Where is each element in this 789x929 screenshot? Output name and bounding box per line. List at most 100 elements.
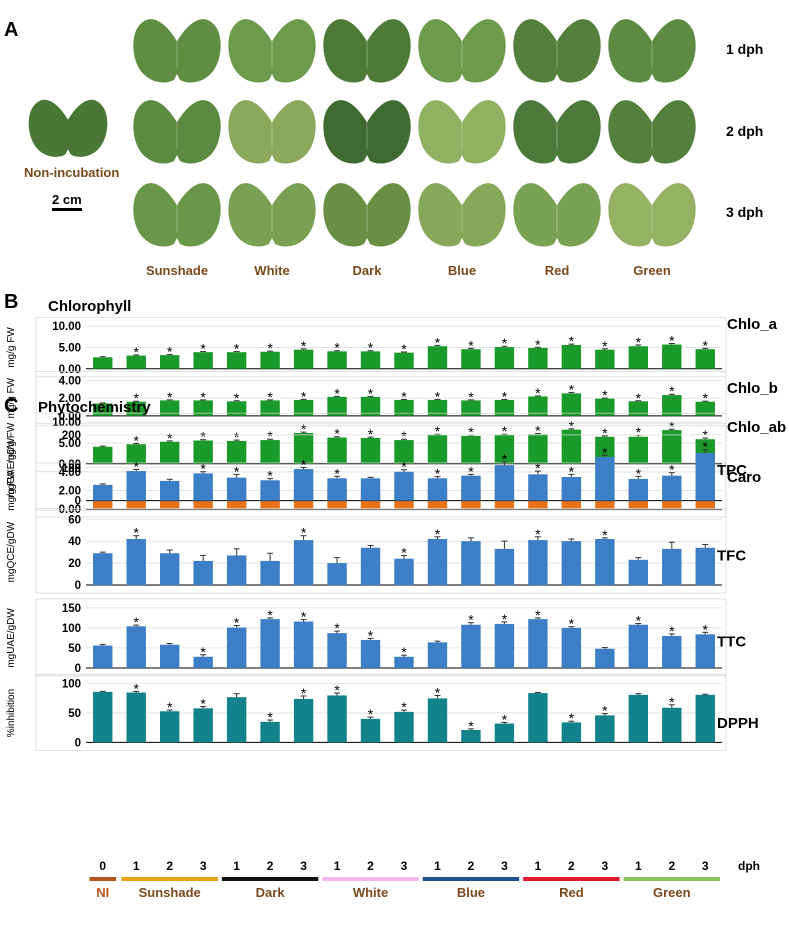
significance-star: *	[301, 609, 307, 625]
significance-star: *	[502, 611, 508, 627]
significance-star: *	[669, 694, 675, 710]
bar	[561, 476, 582, 501]
significance-star: *	[401, 341, 407, 357]
significance-star: *	[334, 620, 340, 636]
x-tick-label: 1	[133, 859, 140, 873]
nonincubation-label: Non-incubation	[24, 165, 119, 180]
significance-star: *	[267, 340, 273, 356]
bar	[427, 478, 448, 501]
bar	[595, 715, 615, 743]
significance-star: *	[468, 424, 474, 440]
group-label: Red	[559, 885, 584, 900]
bar	[193, 656, 213, 668]
y-axis-label: mg/g FW	[6, 422, 17, 463]
panel-c-letter: C	[4, 395, 18, 417]
bar	[662, 344, 682, 369]
y-tick-label: 4.00	[59, 467, 81, 479]
significance-star: *	[669, 332, 675, 348]
significance-star: *	[602, 444, 608, 460]
significance-star: *	[301, 338, 307, 354]
y-axis-label: mg/g FW	[6, 377, 17, 418]
bar	[595, 456, 615, 501]
bar	[461, 349, 481, 369]
bar	[494, 347, 515, 369]
x-tick-label: 2	[668, 859, 675, 873]
significance-star: *	[133, 390, 139, 406]
bar	[461, 435, 481, 464]
treatment-label: Sunshade	[146, 263, 208, 278]
significance-star: *	[234, 615, 240, 631]
chart-tpc: 0 100 200 mgGAE/gDW TPC * * * * * * * * * * * * * * * *	[6, 425, 747, 510]
x-tick-label: 1	[334, 859, 341, 873]
y-tick-label: 0	[75, 580, 81, 592]
bar	[360, 396, 381, 416]
bar	[394, 471, 414, 501]
significance-star: *	[167, 344, 173, 360]
group-color-bar	[422, 877, 520, 881]
bar	[461, 541, 481, 586]
phytochemistry-charts: 0 100 200 mgGAE/gDW TPC * * * * * * * * * * * * * * * * 0 20 40…	[6, 425, 759, 751]
significance-star: *	[602, 387, 608, 403]
panel-b: B Chlorophyll 0.00 5.00 10.00 mg/g FW Chlo_a…	[4, 291, 786, 518]
y-tick-label: 200	[62, 430, 81, 442]
bar	[394, 558, 414, 586]
bar	[528, 619, 548, 668]
significance-star: *	[401, 388, 407, 404]
x-tick-label: 2	[367, 859, 374, 873]
significance-star: *	[200, 429, 206, 445]
bar	[528, 693, 548, 743]
group-color-bar	[523, 877, 620, 881]
group-color-bar	[221, 877, 319, 881]
significance-star: *	[368, 426, 374, 442]
y-tick-label: 2.00	[59, 486, 81, 498]
bar	[260, 440, 280, 464]
chart-frame	[35, 371, 727, 425]
significance-star: *	[502, 451, 508, 467]
significance-star: *	[502, 335, 508, 351]
significance-star: *	[267, 389, 273, 405]
significance-star: *	[401, 459, 407, 475]
bar	[461, 475, 481, 501]
bar	[159, 553, 180, 586]
significance-star: *	[167, 430, 173, 446]
group-label: Dark	[256, 885, 286, 900]
group-label: Blue	[457, 885, 485, 900]
bar	[662, 548, 682, 586]
y-axis-label: mgGAE/gDW	[6, 437, 17, 498]
nonincubation-leaf	[28, 99, 108, 157]
chart-name-label: DPPH	[717, 715, 759, 732]
group-color-bar	[89, 877, 117, 881]
x-tick-label: 1	[635, 859, 642, 873]
shared-x-axis: 0 1 2 3 1 2 3 1 2 3 1 2 3 1 2 3 1 2 3 dph NI Sunshade Dark Whit…	[89, 859, 760, 900]
bar	[159, 480, 180, 501]
bar	[126, 538, 146, 586]
y-axis-label: mg/g FW	[6, 327, 17, 368]
bar	[595, 538, 615, 586]
y-axis-label: %inhibition	[6, 689, 17, 737]
chart-name-label: TPC	[717, 462, 747, 479]
bar	[628, 624, 649, 668]
bar	[93, 484, 113, 501]
bar	[394, 711, 414, 743]
bar	[427, 399, 448, 416]
significance-star: *	[234, 390, 240, 406]
significance-star: *	[569, 381, 575, 397]
y-tick-label: 100	[62, 679, 81, 691]
y-tick-label: 10.00	[52, 321, 81, 333]
treatment-label: White	[254, 263, 289, 278]
bar	[293, 698, 314, 743]
significance-star: *	[200, 696, 206, 712]
significance-star: *	[669, 462, 675, 478]
significance-star: *	[401, 428, 407, 444]
significance-star: *	[535, 422, 541, 438]
significance-star: *	[435, 526, 441, 542]
significance-star: *	[569, 710, 575, 726]
bar	[93, 553, 113, 586]
y-tick-label: 2.00	[59, 393, 81, 405]
y-axis-label: mgQCE/gDW	[6, 521, 17, 582]
chart-frame	[35, 316, 727, 378]
bar	[293, 432, 314, 464]
bar	[427, 435, 448, 464]
chart-tfc: 0 20 40 60 mgQCE/gDW TFC * * * * * *	[6, 509, 746, 594]
group-label: Green	[653, 885, 691, 900]
